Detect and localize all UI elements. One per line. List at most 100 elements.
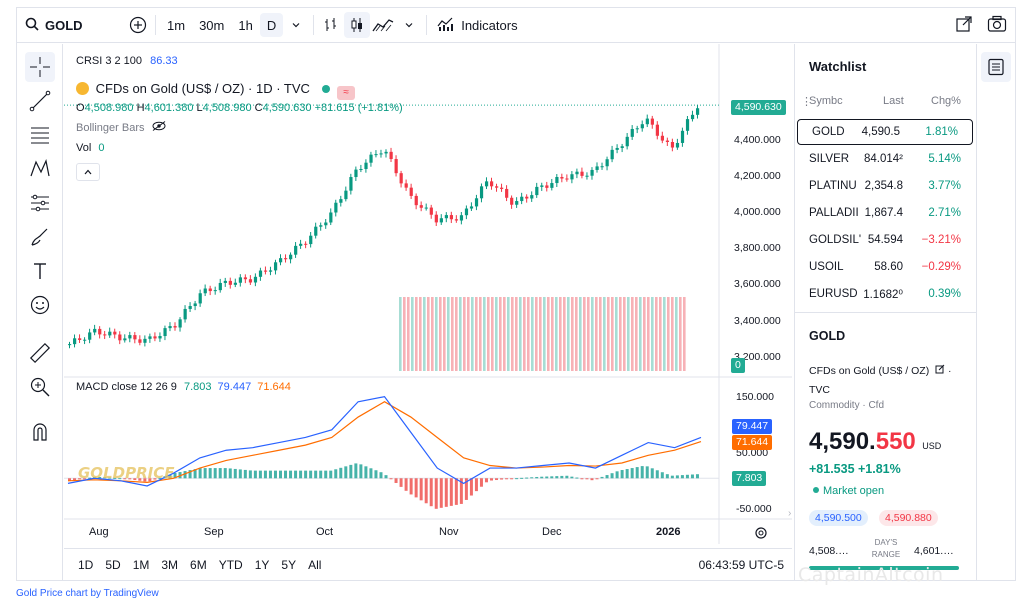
- compare-add-icon[interactable]: [125, 12, 151, 38]
- range-3m[interactable]: 3M: [161, 557, 179, 572]
- watchlist-row[interactable]: SILVER 84.014² 5.14%: [795, 146, 975, 172]
- last-price-tag: 4,590.630: [731, 100, 786, 115]
- interval-1h[interactable]: 1h: [238, 17, 253, 33]
- volume-bar: [683, 297, 686, 371]
- candles-icon[interactable]: [344, 12, 371, 38]
- camera-icon[interactable]: [987, 15, 1007, 36]
- macd-histogram-bar: [495, 478, 499, 481]
- details-price: 4,590.550 USD: [809, 428, 941, 456]
- range-all[interactable]: All: [308, 557, 322, 572]
- trendline-icon[interactable]: [25, 86, 55, 116]
- macd-histogram-bar: [248, 470, 252, 479]
- macd-hist-value: 7.803: [183, 381, 212, 393]
- volume-bar: [439, 297, 442, 371]
- magnet-icon[interactable]: [25, 416, 55, 446]
- clock[interactable]: 06:43:59 UTC-5: [698, 557, 784, 572]
- details-change: +81.535 +1.81%: [809, 462, 901, 476]
- chart-area[interactable]: GOLDPRICE CRSI 3 2 100 86.33 CFDs on Gol…: [64, 44, 792, 544]
- candle-body: [188, 306, 192, 309]
- volume-bar: [615, 297, 618, 371]
- emoji-icon[interactable]: [25, 290, 55, 320]
- range-1m[interactable]: 1M: [132, 557, 150, 572]
- delayed-data-icon[interactable]: ≈: [337, 86, 356, 100]
- area-chart-icon[interactable]: [370, 12, 396, 38]
- header-last[interactable]: Last: [883, 95, 904, 107]
- time-axis-label: 2026: [656, 526, 681, 538]
- watchlist-toggle-icon[interactable]: [981, 52, 1011, 82]
- price-axis-label: 4,200.000: [734, 170, 781, 182]
- volume-bar: [431, 297, 434, 371]
- volume-bar: [499, 297, 502, 371]
- forecast-icon[interactable]: [25, 188, 55, 218]
- macd-histogram-bar: [590, 478, 594, 481]
- macd-histogram-bar: [279, 470, 282, 479]
- header-symbol[interactable]: Symbc: [809, 95, 843, 107]
- text-icon[interactable]: [25, 256, 55, 286]
- watchlist-symbol: SILVER: [809, 153, 850, 165]
- chevron-down-icon[interactable]: [396, 12, 422, 38]
- range-1d[interactable]: 1D: [78, 557, 94, 572]
- interval-30m[interactable]: 30m: [199, 17, 225, 33]
- macd-histogram-bar: [414, 478, 418, 498]
- macd-histogram-bar: [143, 478, 147, 482]
- watchlist-row[interactable]: PLATINU 2,354.8 3.77%: [795, 173, 975, 199]
- symbol-search[interactable]: GOLD: [17, 8, 125, 42]
- candle-body: [379, 153, 383, 155]
- details-name: CFDs on Gold (US$ / OZ): [809, 365, 930, 377]
- bollinger-legend[interactable]: Bollinger Bars: [76, 121, 166, 134]
- interval-1m[interactable]: 1m: [167, 17, 186, 33]
- range-5d[interactable]: 5D: [105, 557, 121, 572]
- candle-body: [148, 336, 152, 339]
- external-link-icon[interactable]: [935, 364, 945, 377]
- candle-body: [500, 187, 504, 189]
- macd-histogram-bar: [615, 471, 619, 479]
- watchlist-symbol: USOIL: [809, 261, 844, 273]
- watchlist-row[interactable]: PALLADII 1,867.4 2.71%: [795, 200, 975, 226]
- crosshair-icon[interactable]: [25, 52, 55, 82]
- bar-style-icon[interactable]: [318, 12, 344, 38]
- watchlist-row[interactable]: GOLDSIL' 54.594 −3.21%: [795, 227, 975, 253]
- zoom-in-icon[interactable]: [25, 372, 55, 402]
- candle-body: [329, 212, 333, 223]
- fib-retracement-icon[interactable]: [25, 120, 55, 150]
- range-1y[interactable]: 1Y: [254, 557, 270, 572]
- drag-handle-icon[interactable]: ⋮: [801, 96, 812, 108]
- header-chg[interactable]: Chg%: [931, 95, 961, 107]
- macd-histogram-bar: [158, 477, 162, 479]
- indicators-button[interactable]: Indicators: [431, 8, 523, 42]
- popout-icon[interactable]: [955, 15, 973, 36]
- panel-collapse-handle[interactable]: ›: [788, 508, 792, 519]
- macd-histogram-bar: [118, 478, 122, 480]
- candle-body: [575, 171, 579, 175]
- range-bar: 1D 5D 1M 3M 6M YTD 1Y 5Y All 06:43:59 UT…: [64, 548, 792, 580]
- macd-line: [67, 395, 702, 487]
- eye-hidden-icon[interactable]: [152, 121, 166, 134]
- range-ytd[interactable]: YTD: [218, 557, 243, 572]
- watchlist-row[interactable]: USOIL 58.60 −0.29%: [795, 254, 975, 280]
- macd-histogram-bar: [419, 478, 423, 501]
- range-5y[interactable]: 5Y: [281, 557, 297, 572]
- volume-legend[interactable]: Vol 0: [76, 142, 104, 154]
- brush-icon[interactable]: [25, 222, 55, 252]
- main-series-legend[interactable]: CFDs on Gold (US$ / OZ) · 1D · TVC ≈: [76, 81, 356, 100]
- macd-histogram-bar: [580, 478, 584, 480]
- macd-histogram-bar: [635, 467, 639, 479]
- settings-gear-icon[interactable]: [754, 526, 768, 545]
- symbol-label: GOLD: [45, 17, 83, 33]
- collapse-legend-button[interactable]: [76, 163, 100, 181]
- macd-legend[interactable]: MACD close 12 26 9 7.803 79.447 71.644: [76, 381, 291, 393]
- crsi-legend[interactable]: CRSI 3 2 100 86.33: [76, 55, 178, 67]
- volume-bar: [515, 297, 518, 371]
- watchlist-row[interactable]: GOLD 4,590.5 1.81%: [797, 119, 973, 145]
- chevron-down-icon[interactable]: [283, 12, 309, 38]
- chart-canvas[interactable]: GOLDPRICE: [64, 44, 792, 544]
- watchlist-row[interactable]: EURUSD 1.1682⁰ 0.39%: [795, 281, 975, 307]
- details-name-block: CFDs on Gold (US$ / OZ) · TVC: [809, 364, 952, 396]
- pattern-icon[interactable]: [25, 154, 55, 184]
- ruler-icon[interactable]: [25, 338, 55, 368]
- range-6m[interactable]: 6M: [190, 557, 207, 572]
- macd-histogram-bar: [344, 466, 348, 479]
- macd-histogram-bar: [168, 474, 172, 479]
- interval-1d[interactable]: D: [259, 13, 284, 37]
- footer-attribution[interactable]: Gold Price chart by TradingView: [16, 588, 159, 599]
